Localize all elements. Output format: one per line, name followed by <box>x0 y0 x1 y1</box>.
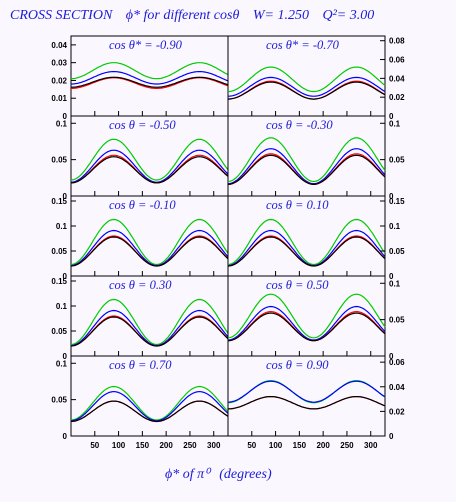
y-tick-label: 0.1 <box>389 222 401 231</box>
y-tick-label: 0.05 <box>51 396 67 405</box>
panel-label: cos θ = 0.30 <box>109 278 172 292</box>
x-title-part2: (degrees) <box>219 467 271 482</box>
y-tick-label: 0.1 <box>389 119 401 128</box>
y-tick-label: 0.1 <box>389 279 401 288</box>
y-tick-label: 0.1 <box>56 359 68 368</box>
y-tick-label: 0.1 <box>56 302 68 311</box>
x-tick-label: 50 <box>247 441 256 450</box>
x-tick-label: 100 <box>269 441 283 450</box>
series-black-line <box>228 313 385 341</box>
x-tick-label: 200 <box>316 441 330 450</box>
panel-label: cos θ = 0.70 <box>109 358 172 372</box>
x-tick-label: 150 <box>293 441 307 450</box>
x-axis-title: ϕ* of π⁰ (degrees) <box>165 466 278 483</box>
series-red-line <box>71 155 228 183</box>
y-tick-label: 0.15 <box>51 277 67 286</box>
y-tick-label: 0.05 <box>51 156 67 165</box>
y-tick-label: 0.04 <box>51 41 67 50</box>
y-tick-label: 0.15 <box>51 197 67 206</box>
x-tick-label: 300 <box>364 441 378 450</box>
x-tick-label: 50 <box>90 441 99 450</box>
series-green-line <box>71 139 228 180</box>
y-tick-label: 0.06 <box>389 358 405 367</box>
series-green-line <box>71 300 228 345</box>
y-tick-label: 0.05 <box>389 156 405 165</box>
panel-label: cos θ = 0.50 <box>266 278 329 292</box>
series-red-line <box>228 312 385 341</box>
panel-label: cos θ = -0.10 <box>109 198 176 212</box>
series-green-line <box>228 381 385 403</box>
y-tick-label: 0.02 <box>389 407 405 416</box>
series-black-line <box>71 157 228 183</box>
series-green-line <box>228 67 385 91</box>
series-blue-line <box>71 392 228 421</box>
series-red-line <box>228 397 385 409</box>
y-tick-label: 0 <box>389 432 394 441</box>
series-blue-line <box>228 77 385 96</box>
x-tick-label: 200 <box>159 441 173 450</box>
series-black-line <box>228 82 385 99</box>
x-tick-label: 150 <box>136 441 150 450</box>
series-black-line <box>228 397 385 409</box>
y-tick-label: 0.1 <box>56 119 68 128</box>
panel-label: cos θ* = -0.70 <box>266 38 340 52</box>
y-tick-label: 0 <box>63 432 68 441</box>
series-black-line <box>228 155 385 184</box>
x-tick-label: 100 <box>112 441 126 450</box>
y-tick-label: 0.15 <box>389 197 405 206</box>
y-tick-label: 0.03 <box>51 59 67 68</box>
series-green-line <box>228 138 385 182</box>
panel-label: cos θ = 0.90 <box>266 358 329 372</box>
x-title-part1: ϕ* of π⁰ <box>165 467 210 482</box>
y-tick-label: 0.02 <box>51 76 67 85</box>
y-tick-label: 0.01 <box>51 94 67 103</box>
y-tick-label: 0.02 <box>389 93 405 102</box>
y-tick-label: 0.1 <box>56 222 68 231</box>
series-green-line <box>228 220 385 265</box>
series-green-line <box>228 294 385 338</box>
panel-label: cos θ = -0.50 <box>109 118 176 132</box>
series-green-line <box>71 220 228 265</box>
y-tick-label: 0.04 <box>389 74 405 83</box>
panel-label: cos θ* = -0.90 <box>109 38 183 52</box>
y-tick-label: 0.05 <box>389 316 405 325</box>
y-tick-label: 0.06 <box>389 56 405 65</box>
series-blue-line <box>228 381 385 402</box>
x-tick-label: 250 <box>183 441 197 450</box>
panel-label: cos θ = -0.30 <box>266 118 333 132</box>
x-tick-label: 250 <box>340 441 354 450</box>
x-tick-label: 300 <box>207 441 221 450</box>
series-red-line <box>228 154 385 185</box>
y-tick-label: 0.08 <box>389 37 405 46</box>
y-tick-label: 0.05 <box>389 247 405 256</box>
y-tick-label: 0.05 <box>51 327 67 336</box>
y-tick-label: 0.05 <box>51 247 67 256</box>
y-tick-label: 0.04 <box>389 383 405 392</box>
panel-label: cos θ = 0.10 <box>266 198 329 212</box>
